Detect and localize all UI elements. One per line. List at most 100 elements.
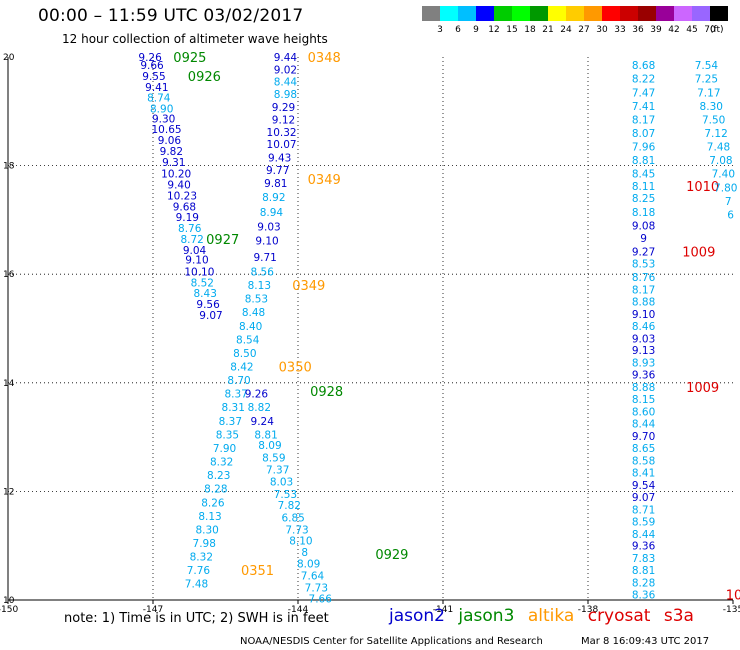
s3a-value-label: 9.27 <box>632 246 655 258</box>
color-swatch <box>638 6 656 21</box>
jason3-value-label: 10.23 <box>167 190 197 202</box>
s3a-value-label: 9.10 <box>632 309 655 321</box>
color-scale-label: 3 <box>437 25 443 35</box>
jason2-value-label: 7.66 <box>309 593 333 605</box>
s3a-value-label: 8.58 <box>632 455 655 467</box>
altika-value-label: 10.32 <box>267 127 297 139</box>
altika-value-label: 8.48 <box>242 307 265 319</box>
altika-value-label: 9.12 <box>272 114 295 126</box>
s3a-value-label: 8.18 <box>632 207 655 219</box>
altika-value-label: 8.92 <box>262 192 285 204</box>
color-scale-label: 33 <box>614 25 626 35</box>
jason3-pass-label: 0927 <box>206 233 239 248</box>
color-swatch <box>656 6 674 21</box>
altika-value-label: 7.90 <box>213 443 236 455</box>
s3a-value-label: 8.65 <box>632 443 655 455</box>
color-scale-label: 30 <box>596 25 608 35</box>
jason3-value-label: 10.20 <box>161 169 191 181</box>
credit-text: NOAA/NESDIS Center for Satellite Applica… <box>240 636 543 647</box>
jason3-pass-label: 0928 <box>310 385 343 400</box>
altika-value-label: 8.42 <box>230 362 253 374</box>
altika-value-label: 8.32 <box>210 457 233 469</box>
jason3-value-label: 8.76 <box>178 223 202 235</box>
jason3-value-label: 8.90 <box>150 104 173 116</box>
altika-value-label: 9.10 <box>255 236 278 248</box>
cryosat-value-label: 7.48 <box>707 142 730 154</box>
s3a-value-label: 8.17 <box>632 114 655 126</box>
color-swatch <box>674 6 692 21</box>
s3a-value-label: 8.59 <box>632 516 655 528</box>
altika-value-label: 8.54 <box>236 334 260 346</box>
color-swatch <box>530 6 548 21</box>
legend-cryosat: cryosat <box>587 606 651 626</box>
color-scale-label: 45 <box>686 25 698 35</box>
jason3-value-label: 8.72 <box>180 234 203 246</box>
jason3-value-label: 9.06 <box>158 135 182 147</box>
altika-pass-label: 0348 <box>308 51 341 66</box>
color-scale-label: 12 <box>488 25 500 35</box>
color-swatch <box>602 6 620 21</box>
cryosat-value-label: 7.08 <box>709 155 732 167</box>
altika-value-label: 8.50 <box>233 348 256 360</box>
s3a-value-label: 8.36 <box>632 590 656 602</box>
altika-value-label: 9.77 <box>266 165 289 177</box>
s3a-pass-label: 1010 <box>686 180 719 195</box>
s3a-value-label: 7.96 <box>632 142 656 154</box>
cryosat-value-label: 6 <box>727 209 734 221</box>
jason2-value-label: 8.59 <box>262 453 285 465</box>
s3a-value-label: 8.71 <box>632 504 655 516</box>
color-swatch <box>548 6 566 21</box>
x-tick-label: -150 <box>0 605 18 615</box>
color-scale-label: 24 <box>560 25 572 35</box>
cryosat-value-label: 7.54 <box>695 60 719 72</box>
color-swatch <box>494 6 512 21</box>
color-swatch <box>440 6 458 21</box>
jason3-value-label: 9.04 <box>183 245 207 257</box>
altika-value-label: 8.37 <box>224 389 247 401</box>
s3a-value-label: 8.28 <box>632 578 655 590</box>
altika-pass-label: 0350 <box>279 361 312 376</box>
cryosat-value-label: 7.17 <box>697 87 720 99</box>
altika-pass-label: 0349 <box>308 173 341 188</box>
s3a-value-label: 8.46 <box>632 321 656 333</box>
altika-value-label: 9.44 <box>274 52 298 64</box>
altika-value-label: 8.53 <box>245 294 268 306</box>
x-tick-label: -138 <box>578 605 599 615</box>
jason3-pass-label: 0929 <box>375 548 408 563</box>
altika-value-label: 9.03 <box>257 221 280 233</box>
altika-value-label: 8.40 <box>239 321 262 333</box>
y-tick-label: 16 <box>3 270 15 280</box>
jason3-value-label: 9.82 <box>160 146 183 158</box>
altika-pass-label: 0349 <box>292 279 325 294</box>
altika-value-label: 9.71 <box>253 252 276 264</box>
s3a-pass-label: 100 <box>726 589 740 604</box>
s3a-value-label: 8.76 <box>632 272 656 284</box>
altika-value-label: 9.02 <box>274 64 297 76</box>
color-scale-label: 39 <box>650 25 662 35</box>
jason3-value-label: 8.74 <box>147 93 171 105</box>
color-scale-label: 70 <box>704 25 716 35</box>
color-scale-label: 21 <box>542 25 554 35</box>
jason2-value-label: 7.82 <box>278 500 301 512</box>
altika-value-label: 10.07 <box>267 139 297 151</box>
jason3-pass-label: 0925 <box>173 51 206 66</box>
color-swatch <box>692 6 710 21</box>
altika-value-label: 8.94 <box>260 207 284 219</box>
jason2-value-label: 7.73 <box>305 583 328 595</box>
cryosat-value-label: 7.50 <box>702 114 725 126</box>
s3a-value-label: 9.36 <box>632 541 656 553</box>
s3a-value-label: 8.44 <box>632 529 656 541</box>
altika-value-label: 8.32 <box>190 552 213 564</box>
jason2-value-label: 8 <box>301 547 308 559</box>
cryosat-value-label: 7.40 <box>712 169 735 181</box>
s3a-value-label: 9.70 <box>632 431 655 443</box>
jason3-value-label: 9.26 <box>138 52 162 64</box>
cryosat-value-label: 7 <box>725 196 732 208</box>
cryosat-value-label: 7.25 <box>695 74 718 86</box>
jason2-value-label: 9.24 <box>251 416 275 428</box>
jason2-value-label: 9.26 <box>245 389 269 401</box>
s3a-value-label: 7.47 <box>632 87 655 99</box>
color-swatch <box>710 6 728 21</box>
jason2-value-label: 8.81 <box>254 429 277 441</box>
s3a-value-label: 7.83 <box>632 553 655 565</box>
